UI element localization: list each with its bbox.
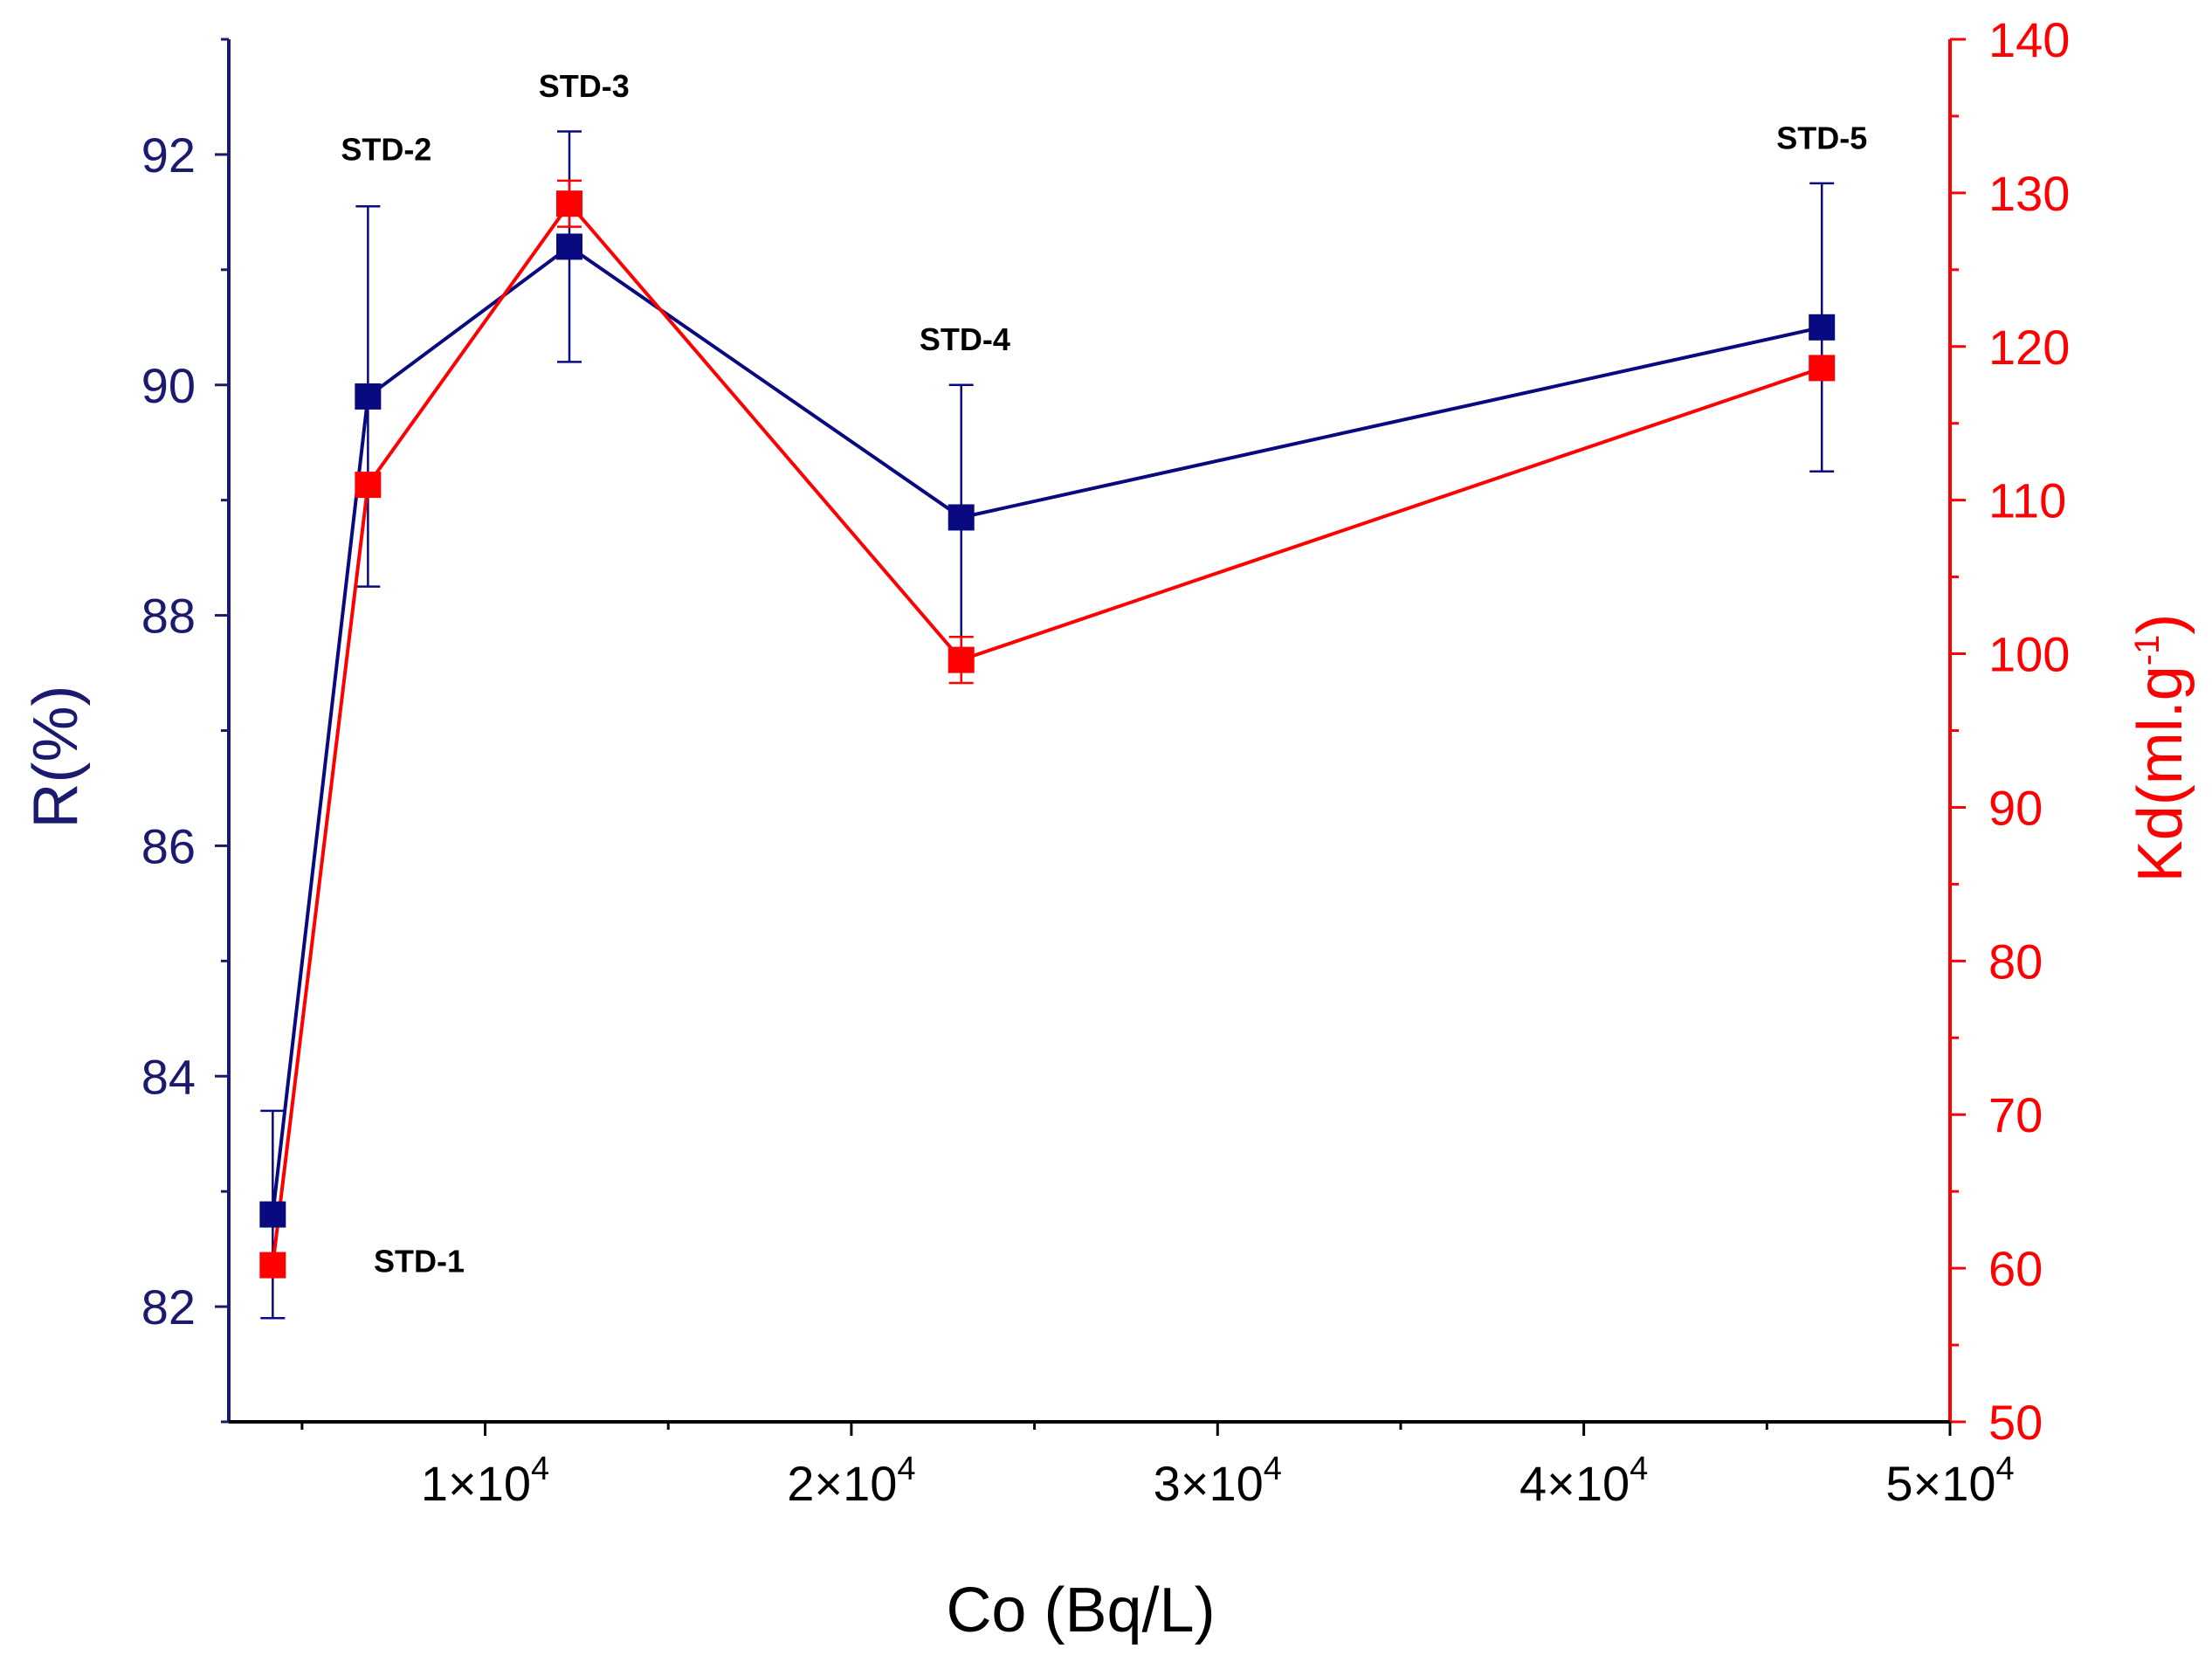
left-y-tick-label: 82 [141,1279,196,1335]
x-axis-ticks: 1×104 2×104 3×104 4×104 5×104 [300,1422,2015,1511]
left-y-tick-label: 86 [141,818,196,873]
series-layer [259,130,1836,1320]
kd-series-point [1809,355,1836,382]
right-y-tick-label: 140 [1988,12,2070,67]
r-series-line [271,244,1823,1215]
right-y-tick-label: 60 [1988,1241,2043,1296]
point-labels: STD-1 STD-2 STD-3 STD-4 STD-5 [341,68,1867,1279]
right-y-axis-title-base: Kd(ml.g [2126,666,2195,882]
x-tick-label-mantissa: 5×10 [1885,1456,1995,1511]
point-annotation: STD-2 [341,132,431,168]
right-y-tick-label: 100 [1988,627,2070,682]
x-tick-label: 4×104 [1519,1451,1648,1511]
right-y-axis-title: Kd(ml.g-1) [2126,614,2195,883]
kd-series-line [271,200,1823,1266]
right-y-tick-label: 50 [1988,1395,2043,1450]
left-y-tick-label: 88 [141,589,196,644]
right-y-tick-label: 120 [1988,320,2070,375]
right-y-tick-label: 130 [1988,166,2070,221]
x-tick-label-mantissa: 2×10 [787,1456,897,1511]
r-series-point [948,504,975,531]
x-tick-label-mantissa: 1×10 [421,1456,531,1511]
left-y-tick-label: 92 [141,128,196,183]
r-series-point [556,233,583,260]
x-tick-label-mantissa: 4×10 [1519,1456,1630,1511]
right-y-axis-title-superscript: -1 [2128,635,2167,666]
kd-series-point [259,1252,286,1279]
right-y-axis-ticks: 50 60 70 80 90 100 110 120 130 140 [1950,12,2070,1450]
plot-area [227,39,1952,1424]
point-annotation: STD-5 [1776,120,1867,155]
left-y-tick-label: 84 [141,1049,196,1104]
left-y-axis-title: R(%) [21,686,91,829]
right-y-tick-label: 110 [1988,473,2066,528]
x-tick-label-exponent: 4 [1996,1451,2015,1487]
point-annotation: STD-3 [539,68,630,104]
x-tick-label: 5×104 [1885,1451,2014,1511]
x-tick-label: 3×104 [1154,1451,1282,1511]
x-tick-label-exponent: 4 [897,1451,915,1487]
kd-series-point [355,472,382,499]
kd-series-point [556,190,583,217]
x-tick-label-mantissa: 3×10 [1154,1456,1264,1511]
x-tick-label-exponent: 4 [531,1451,549,1487]
right-y-tick-label: 80 [1988,934,2043,989]
r-series-point [355,383,382,410]
kd-series-point [948,646,975,673]
r-series-point [259,1201,286,1228]
point-annotation: STD-4 [920,321,1010,357]
left-y-tick-label: 90 [141,358,196,413]
left-y-axis-ticks: 82 84 86 88 90 92 [141,38,229,1424]
right-y-tick-label: 90 [1988,780,2043,835]
x-tick-label: 1×104 [421,1451,549,1511]
r-series-point [1809,314,1836,341]
point-annotation: STD-1 [374,1244,465,1279]
x-tick-label: 2×104 [787,1451,915,1511]
x-tick-label-exponent: 4 [1630,1451,1648,1487]
x-tick-label-exponent: 4 [1264,1451,1282,1487]
right-y-tick-label: 70 [1988,1087,2043,1142]
x-axis-title: Co (Bq/L) [946,1576,1215,1645]
right-y-axis-title-close: ) [2126,614,2195,635]
